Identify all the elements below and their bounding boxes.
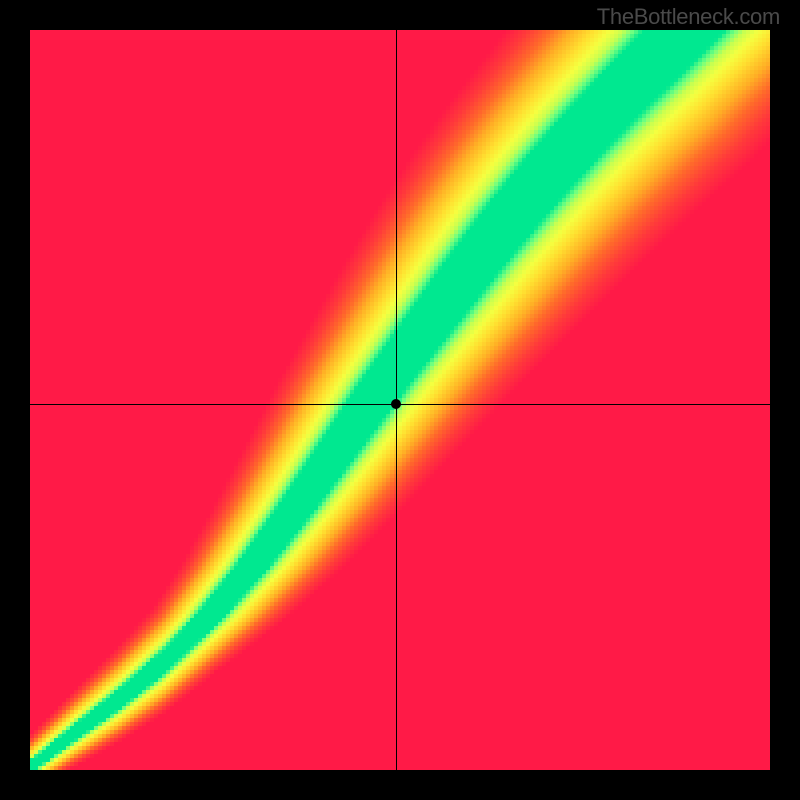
chart-container: TheBottleneck.com	[0, 0, 800, 800]
watermark-label: TheBottleneck.com	[597, 4, 780, 30]
plot-area	[30, 30, 770, 770]
marker-dot	[391, 399, 401, 409]
